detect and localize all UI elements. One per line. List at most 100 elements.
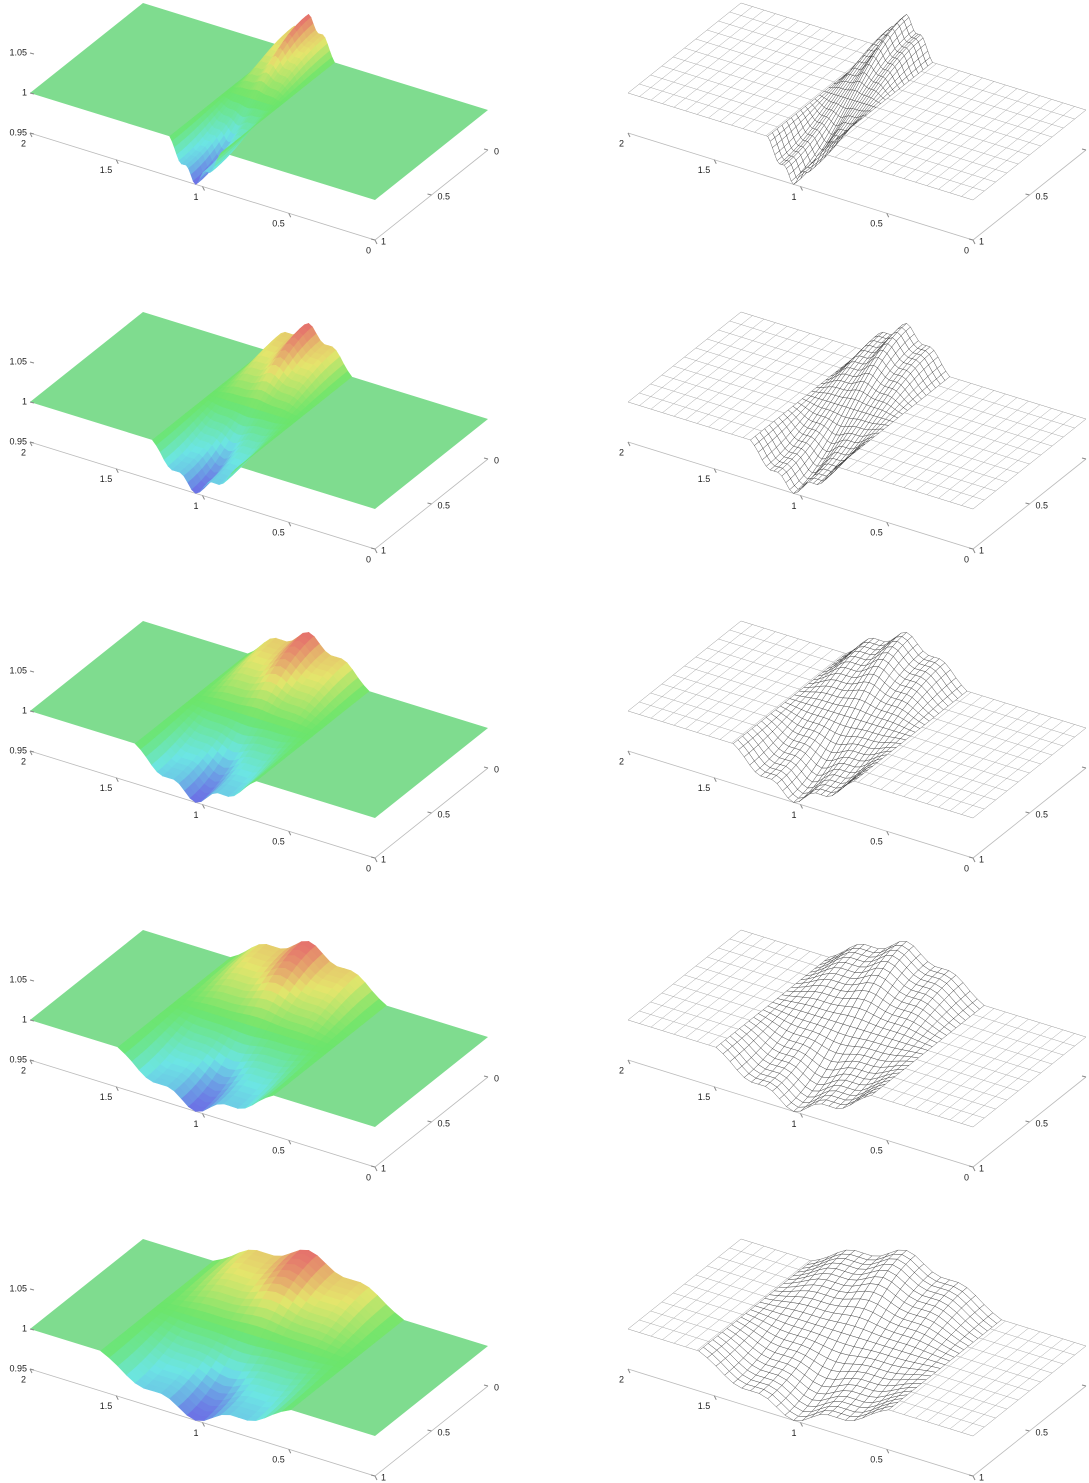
y-tick-label: 1.5	[698, 474, 711, 484]
z-tick	[29, 979, 35, 982]
x-tick-label: 0.5	[438, 191, 451, 201]
mesh-line	[662, 631, 776, 722]
y-tick	[288, 1140, 292, 1145]
y-tick	[972, 548, 976, 554]
mesh-line	[650, 9, 765, 101]
x-tick-label: 0	[494, 1073, 499, 1083]
surface-patch	[816, 148, 825, 157]
mesh-line	[685, 947, 799, 1039]
mesh-line	[662, 322, 776, 413]
y-tick-label: 1	[193, 810, 198, 820]
x-tick	[1025, 193, 1030, 196]
mesh-line	[961, 106, 1075, 197]
y-tick-label: 1.5	[698, 1092, 711, 1102]
mesh-line	[662, 13, 776, 104]
z-tick	[29, 401, 35, 404]
y-tick-label: 0.5	[272, 1146, 285, 1156]
surface-patch	[266, 1091, 279, 1098]
y-tick	[29, 441, 33, 447]
x-tick	[1025, 502, 1030, 505]
y-tick-label: 1	[193, 1119, 198, 1129]
mesh-line	[696, 642, 811, 733]
z-tick-label: 1.05	[9, 47, 27, 57]
x-tick-label: 1	[979, 545, 984, 555]
y-tick	[29, 132, 33, 138]
y-tick-label: 1.5	[698, 165, 711, 175]
y-tick-label: 1	[791, 810, 796, 820]
mesh-line	[834, 67, 949, 158]
z-tick-label: 1	[22, 1014, 27, 1024]
mesh-line	[650, 318, 765, 410]
mesh-line	[903, 1015, 1018, 1106]
x-tick	[1081, 457, 1087, 460]
mesh-line	[708, 27, 822, 119]
z-tick-label: 0.95	[9, 745, 27, 755]
mesh-line	[650, 627, 765, 719]
y-tick-label: 1	[193, 192, 198, 202]
y-tick-label: 0	[964, 1172, 969, 1182]
y-tick	[713, 1086, 717, 1091]
y-tick	[202, 186, 205, 191]
mesh-line	[662, 940, 776, 1031]
mesh-line	[938, 1026, 1052, 1117]
mesh-line	[673, 944, 788, 1035]
y-tick	[202, 1113, 205, 1118]
y-tick	[288, 522, 292, 527]
z-tick-label: 1	[22, 87, 27, 97]
x-tick	[427, 811, 432, 814]
mesh-line	[857, 74, 972, 165]
mesh-line	[915, 91, 1029, 183]
y-tick-label: 1	[791, 1119, 796, 1129]
y-tick-label: 1	[791, 192, 796, 202]
y-tick-label: 0.5	[272, 528, 285, 538]
x-tick-label: 0.5	[1036, 1118, 1049, 1128]
y-tick	[374, 239, 378, 245]
y-tick-label: 1	[791, 501, 796, 511]
y-tick-label: 0	[366, 245, 371, 255]
z-tick	[29, 132, 35, 135]
y-tick-label: 0.5	[870, 837, 883, 847]
mesh-line	[869, 77, 983, 169]
mesh-line	[742, 38, 857, 129]
z-tick-label: 1.05	[9, 974, 27, 984]
y-tick-label: 0	[366, 554, 371, 564]
mesh-line	[961, 415, 1075, 506]
x-tick	[427, 193, 432, 196]
x-tick-label: 0.5	[1036, 500, 1049, 510]
x-tick-label: 0.5	[438, 809, 451, 819]
z-tick	[29, 750, 35, 753]
y-tick	[202, 495, 205, 500]
x-tick-label: 1	[381, 854, 386, 864]
x-tick	[1025, 1120, 1030, 1123]
z-tick	[29, 670, 35, 673]
mesh-line	[961, 724, 1075, 815]
z-tick	[29, 441, 35, 444]
mesh-line	[696, 24, 811, 115]
mesh-line	[731, 652, 845, 744]
mesh-line	[708, 954, 822, 1046]
surface-patch	[250, 777, 261, 784]
z-tick-label: 1.05	[9, 356, 27, 366]
mesh-line	[685, 638, 799, 730]
y-tick	[800, 804, 803, 809]
y-tick	[374, 548, 378, 554]
x-tick	[370, 547, 376, 550]
x-tick-label: 0.5	[438, 1118, 451, 1128]
y-tick-label: 1.5	[698, 783, 711, 793]
y-tick	[288, 213, 292, 218]
y-tick-label: 2	[21, 447, 26, 457]
x-tick-label: 0	[494, 764, 499, 774]
y-tick	[800, 1113, 803, 1118]
mesh-line	[719, 31, 834, 122]
z-tick-label: 1	[22, 396, 27, 406]
mesh-line	[639, 315, 753, 406]
x-tick-label: 0	[494, 455, 499, 465]
x-tick	[1025, 811, 1030, 814]
z-tick	[29, 710, 35, 713]
